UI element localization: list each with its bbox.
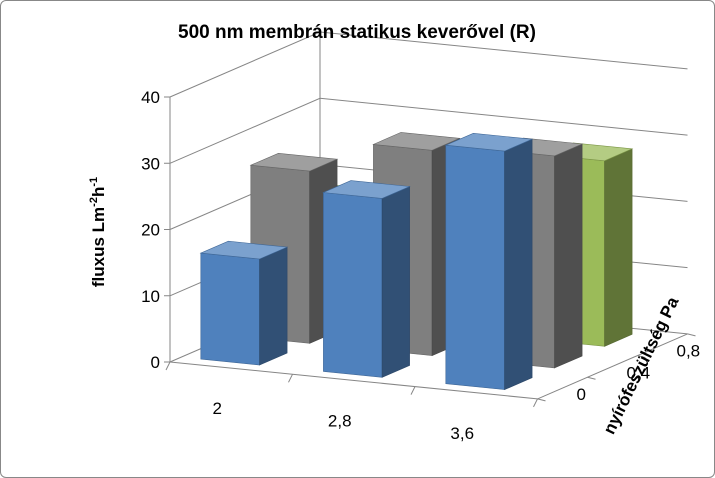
depth-tick-mark-0 xyxy=(537,398,546,402)
depth-axis-line xyxy=(537,333,688,400)
bar-0-1 xyxy=(322,180,411,378)
bar-top-face xyxy=(199,240,289,260)
x-tick-mark-2 xyxy=(410,386,416,395)
x-tick-label-2: 3,6 xyxy=(450,424,474,443)
y-tick-label-4: 40 xyxy=(141,88,160,107)
bar-top-face xyxy=(372,132,461,151)
y-axis-title: fluxus Lm-2h-1 xyxy=(88,177,108,287)
x-tick-label-0: 2 xyxy=(213,399,222,418)
y-tick-label-1: 10 xyxy=(141,287,160,306)
bar-side-face xyxy=(381,186,410,378)
bar-side-face xyxy=(554,143,583,369)
bar-top-face xyxy=(444,132,534,152)
x-tick-mark-3 xyxy=(533,398,538,408)
bar-0-0 xyxy=(199,240,289,366)
chart-title: 500 nm membrán statikus keverővel (R) xyxy=(178,22,536,43)
depth-tick-mark-2 xyxy=(637,355,646,359)
x-axis-line xyxy=(169,361,538,400)
depth-tick-label-2: 0,8 xyxy=(677,342,701,361)
bar-top-face xyxy=(322,180,411,199)
depth-tick-mark-1 xyxy=(587,376,596,380)
y-tick-label-2: 20 xyxy=(141,221,160,240)
bar-front-face xyxy=(445,144,505,390)
bar-front-face xyxy=(323,192,383,378)
y-tick-label-3: 30 xyxy=(141,154,160,173)
x-tick-label-1: 2,8 xyxy=(328,411,352,430)
bar-top-face xyxy=(249,152,339,172)
depth-tick-label-1: 0,4 xyxy=(627,363,651,382)
x-tick-mark-0 xyxy=(165,361,171,371)
chart-labels: 0 10 20 30 40 2 2,8 3,6 0 0,4 0,8 xyxy=(141,88,700,443)
depth-tick-label-0: 0 xyxy=(577,385,586,404)
bar-side-face xyxy=(259,246,288,366)
depth-tick-mark-3 xyxy=(687,333,696,337)
bar-side-face xyxy=(504,138,533,391)
x-tick-mark-1 xyxy=(288,374,293,383)
bar-0-2 xyxy=(444,132,534,391)
chart-bars xyxy=(199,132,634,391)
bar-front-face xyxy=(200,252,260,366)
bar-side-face xyxy=(604,148,633,347)
y-tick-label-0: 0 xyxy=(151,353,160,372)
